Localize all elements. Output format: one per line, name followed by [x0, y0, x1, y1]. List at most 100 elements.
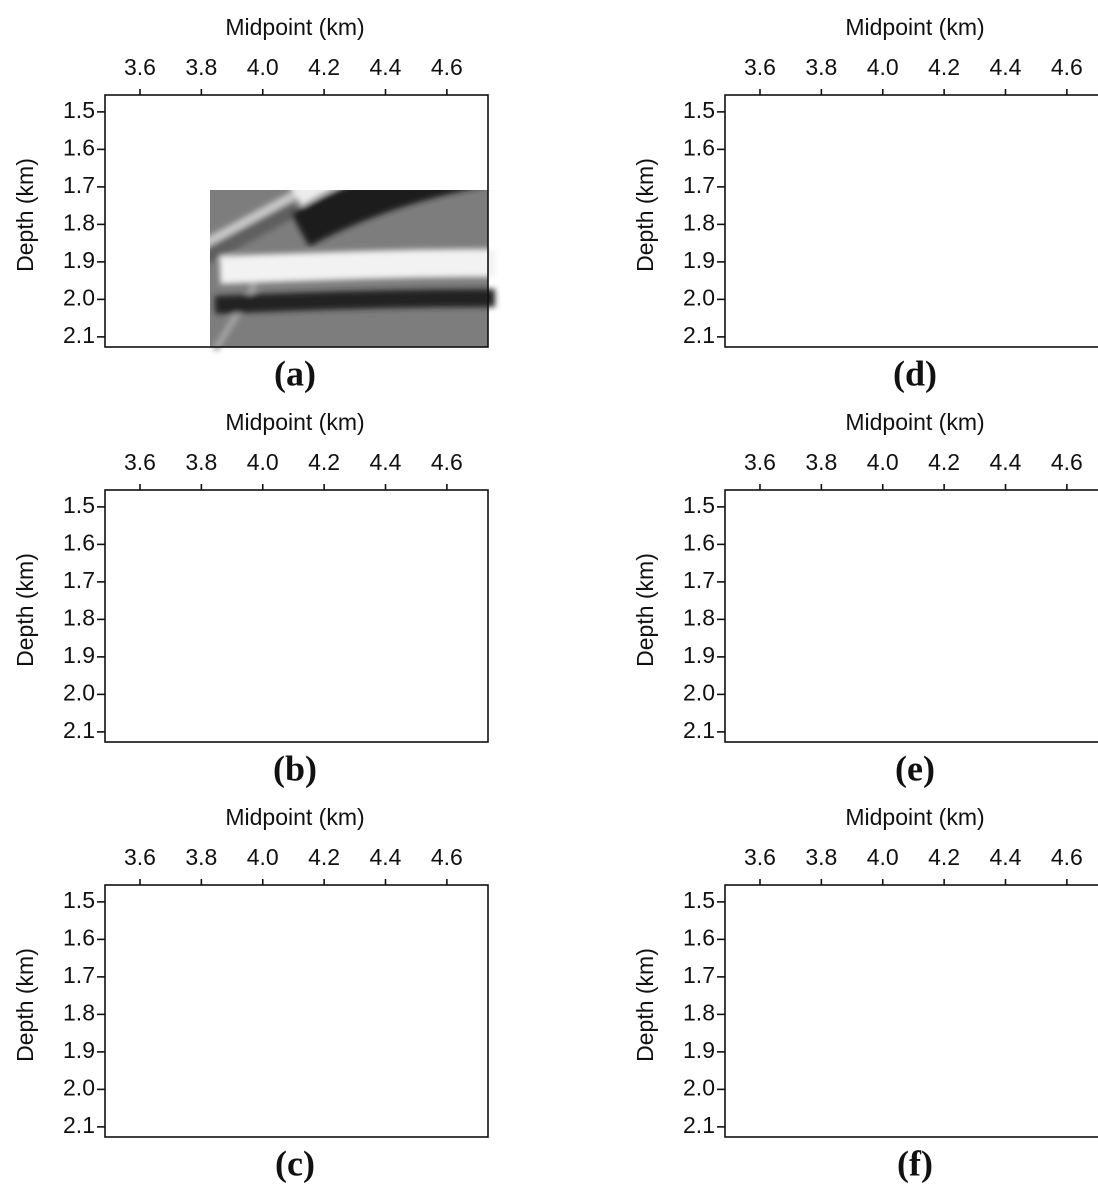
- panel-caption: (b): [273, 748, 317, 788]
- y-tick-label: 1.7: [63, 567, 95, 593]
- y-tick-label: 1.6: [683, 529, 715, 555]
- plot-frame: [724, 94, 1098, 348]
- x-tick-label: 4.0: [867, 449, 899, 475]
- seismic-image: [100, 490, 495, 745]
- x-tick-label: 4.2: [928, 54, 960, 80]
- y-tick-label: 1.9: [683, 247, 715, 273]
- y-tick-label: 2.0: [63, 1074, 95, 1100]
- panel: 3.6 3.8 4.0 4.2 4.4 4.6 1.5 1.6 1.7 1.8 1.9 2.0 2.1 M…: [12, 409, 495, 788]
- y-tick-label: 2.0: [683, 679, 715, 705]
- x-axis-label: Midpoint (km): [225, 804, 364, 830]
- y-tick-label: 2.0: [683, 1074, 715, 1100]
- x-tick-label: 4.4: [370, 449, 402, 475]
- y-tick-label: 2.0: [63, 284, 95, 310]
- y-tick-label: 2.1: [63, 1112, 95, 1138]
- x-tick-label: 3.8: [805, 449, 837, 475]
- x-tick-label: 4.0: [247, 844, 279, 870]
- x-tick-label: 3.6: [124, 54, 156, 80]
- y-tick-label: 2.1: [683, 322, 715, 348]
- panel: 3.6 3.8 4.0 4.2 4.4 4.6 1.5 1.6 1.7 1.8 1.9 2.0 2.1 M…: [12, 14, 495, 393]
- y-tick-label: 1.7: [63, 962, 95, 988]
- x-tick-label: 3.8: [185, 449, 217, 475]
- y-tick-label: 1.8: [63, 209, 95, 235]
- y-tick-label: 1.9: [63, 247, 95, 273]
- x-tick-label: 4.4: [990, 54, 1022, 80]
- y-tick-label: 1.8: [683, 604, 715, 630]
- seismic-image: [100, 95, 495, 350]
- x-axis-label: Midpoint (km): [225, 409, 364, 435]
- seismic-image: [720, 885, 1098, 1140]
- y-tick-label: 1.7: [683, 172, 715, 198]
- x-tick-label: 3.8: [805, 844, 837, 870]
- x-tick-label: 4.2: [308, 449, 340, 475]
- y-tick-label: 1.8: [683, 999, 715, 1025]
- x-tick-label: 4.2: [928, 449, 960, 475]
- x-tick-label: 4.6: [1051, 449, 1083, 475]
- x-tick-label: 3.6: [744, 54, 776, 80]
- x-axis-label: Midpoint (km): [845, 409, 984, 435]
- x-tick-label: 4.6: [1051, 54, 1083, 80]
- y-tick-label: 1.6: [63, 134, 95, 160]
- x-tick-label: 3.8: [805, 54, 837, 80]
- y-tick-label: 1.5: [683, 97, 715, 123]
- plot-frame: [104, 489, 489, 743]
- y-tick-label: 1.7: [683, 567, 715, 593]
- y-axis-label: Depth (km): [632, 158, 658, 272]
- y-tick-label: 1.9: [63, 1037, 95, 1063]
- x-tick-label: 3.6: [744, 844, 776, 870]
- x-axis-label: Midpoint (km): [845, 14, 984, 40]
- x-tick-label: 4.4: [990, 844, 1022, 870]
- y-tick-label: 1.6: [63, 529, 95, 555]
- x-tick-label: 3.6: [124, 449, 156, 475]
- y-tick-label: 2.0: [63, 679, 95, 705]
- y-tick-label: 2.1: [63, 322, 95, 348]
- x-tick-label: 4.4: [370, 844, 402, 870]
- plot-frame: [104, 94, 489, 348]
- y-tick-label: 2.1: [63, 717, 95, 743]
- x-tick-label: 4.0: [867, 54, 899, 80]
- x-tick-label: 3.6: [124, 844, 156, 870]
- x-tick-label: 4.0: [867, 844, 899, 870]
- x-axis-label: Midpoint (km): [845, 804, 984, 830]
- y-tick-label: 1.5: [683, 492, 715, 518]
- x-tick-label: 4.2: [308, 844, 340, 870]
- y-tick-label: 2.1: [683, 1112, 715, 1138]
- plot-frame: [104, 884, 489, 1138]
- seismic-image: [720, 95, 1098, 350]
- panel: 3.6 3.8 4.0 4.2 4.4 4.6 1.5 1.6 1.7 1.8 1.9 2.0 2.1 M…: [12, 804, 489, 1183]
- x-tick-label: 3.6: [744, 449, 776, 475]
- x-tick-label: 4.0: [247, 449, 279, 475]
- y-tick-label: 1.6: [683, 134, 715, 160]
- x-tick-label: 4.6: [431, 54, 463, 80]
- y-tick-label: 1.7: [683, 962, 715, 988]
- panel: 3.6 3.8 4.0 4.2 4.4 4.6 1.5 1.6 1.7 1.8 1.9 2.0 2.1 M…: [632, 409, 1098, 788]
- panel: 3.6 3.8 4.0 4.2 4.4 4.6 1.5 1.6 1.7 1.8 1.9 2.0 2.1 M…: [632, 804, 1098, 1183]
- x-tick-label: 4.4: [370, 54, 402, 80]
- y-tick-label: 1.8: [683, 209, 715, 235]
- y-tick-label: 1.9: [683, 1037, 715, 1063]
- y-axis-label: Depth (km): [12, 948, 38, 1062]
- plot-frame: [724, 884, 1098, 1138]
- y-axis-label: Depth (km): [632, 553, 658, 667]
- plot-frame: [724, 489, 1098, 743]
- y-tick-label: 1.6: [63, 924, 95, 950]
- x-tick-label: 4.2: [308, 54, 340, 80]
- y-axis-label: Depth (km): [12, 553, 38, 667]
- y-tick-label: 1.9: [63, 642, 95, 668]
- y-tick-label: 1.5: [63, 97, 95, 123]
- y-tick-label: 1.5: [63, 492, 95, 518]
- panel: 3.6 3.8 4.0 4.2 4.4 4.6 1.5 1.6 1.7 1.8 1.9 2.0 2.1 M…: [632, 14, 1098, 393]
- y-tick-label: 1.6: [683, 924, 715, 950]
- y-tick-label: 1.8: [63, 999, 95, 1025]
- x-axis-label: Midpoint (km): [225, 14, 364, 40]
- y-axis-label: Depth (km): [632, 948, 658, 1062]
- x-tick-label: 3.8: [185, 844, 217, 870]
- y-tick-label: 1.5: [683, 887, 715, 913]
- panel-caption: (e): [895, 748, 935, 788]
- panel-caption: (d): [893, 353, 937, 393]
- x-tick-label: 4.4: [990, 449, 1022, 475]
- panel-caption: (f): [897, 1143, 933, 1183]
- y-tick-label: 1.5: [63, 887, 95, 913]
